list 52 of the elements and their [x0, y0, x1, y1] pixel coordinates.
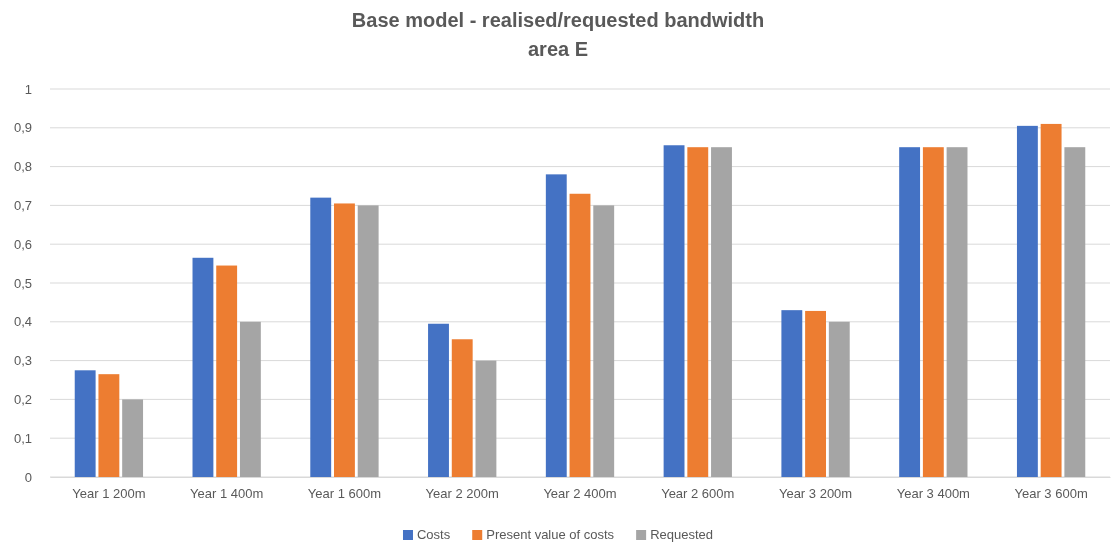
bar	[216, 265, 238, 477]
x-tick-label: Year 1 400m	[190, 486, 264, 502]
y-tick-label: 0,7	[13, 198, 32, 214]
legend-label: Present value of costs	[486, 527, 615, 542]
y-tick-label: 0,4	[13, 314, 32, 330]
bar	[74, 370, 96, 477]
x-tick-label: Year 2 400m	[543, 486, 617, 502]
chart-title: Base model - realised/requested bandwidth	[351, 9, 765, 31]
x-tick-label: Year 1 600m	[307, 486, 382, 502]
legend-label: Costs	[416, 527, 451, 542]
y-tick-label: 0,6	[13, 236, 32, 252]
bar	[1064, 147, 1086, 477]
bar	[545, 174, 567, 477]
x-tick-label: Year 3 600m	[1014, 486, 1088, 502]
bar	[781, 310, 803, 477]
bar	[98, 374, 120, 477]
bar	[899, 147, 921, 477]
y-tick-label: 1	[24, 81, 32, 97]
bar	[239, 321, 261, 477]
x-tick-label: Year 2 200m	[425, 486, 499, 502]
y-tick-label: 0,9	[13, 120, 32, 136]
bar	[922, 147, 944, 477]
bar	[122, 399, 144, 477]
bar	[1040, 123, 1062, 477]
bar	[805, 310, 826, 477]
bar	[428, 323, 449, 477]
bar	[475, 360, 497, 477]
x-tick-label: Year 1 200m	[72, 486, 146, 502]
legend-label: Requested	[650, 527, 714, 542]
bar	[192, 257, 214, 477]
y-tick-label: 0,8	[13, 159, 32, 175]
bar	[687, 147, 709, 477]
bar	[711, 147, 732, 477]
y-tick-label: 0,5	[13, 275, 32, 291]
bar	[663, 145, 685, 477]
x-tick-label: Year 3 400m	[896, 486, 970, 502]
bar	[451, 339, 473, 477]
bar	[569, 193, 591, 477]
x-tick-label: Year 2 600m	[661, 486, 735, 502]
bar	[357, 205, 379, 477]
bar	[946, 147, 968, 477]
bar	[334, 203, 355, 477]
y-tick-label: 0,2	[13, 392, 32, 408]
bar	[1016, 125, 1038, 477]
x-tick-label: Year 3 200m	[778, 486, 853, 502]
bar	[828, 321, 850, 477]
y-tick-label: 0	[24, 469, 32, 485]
y-tick-label: 0,1	[13, 430, 32, 446]
chart-subtitle: area E	[527, 38, 589, 60]
bar	[593, 205, 615, 477]
y-tick-label: 0,3	[13, 353, 32, 369]
bar	[310, 197, 332, 477]
